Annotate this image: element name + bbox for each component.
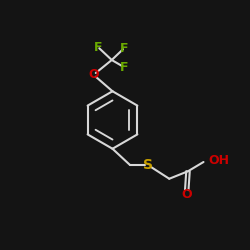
Text: O: O [182,188,192,202]
Text: F: F [120,42,128,54]
Text: S: S [143,158,153,172]
Text: F: F [94,40,102,54]
Text: O: O [88,68,99,82]
Text: F: F [120,60,128,74]
Text: OH: OH [208,154,229,167]
